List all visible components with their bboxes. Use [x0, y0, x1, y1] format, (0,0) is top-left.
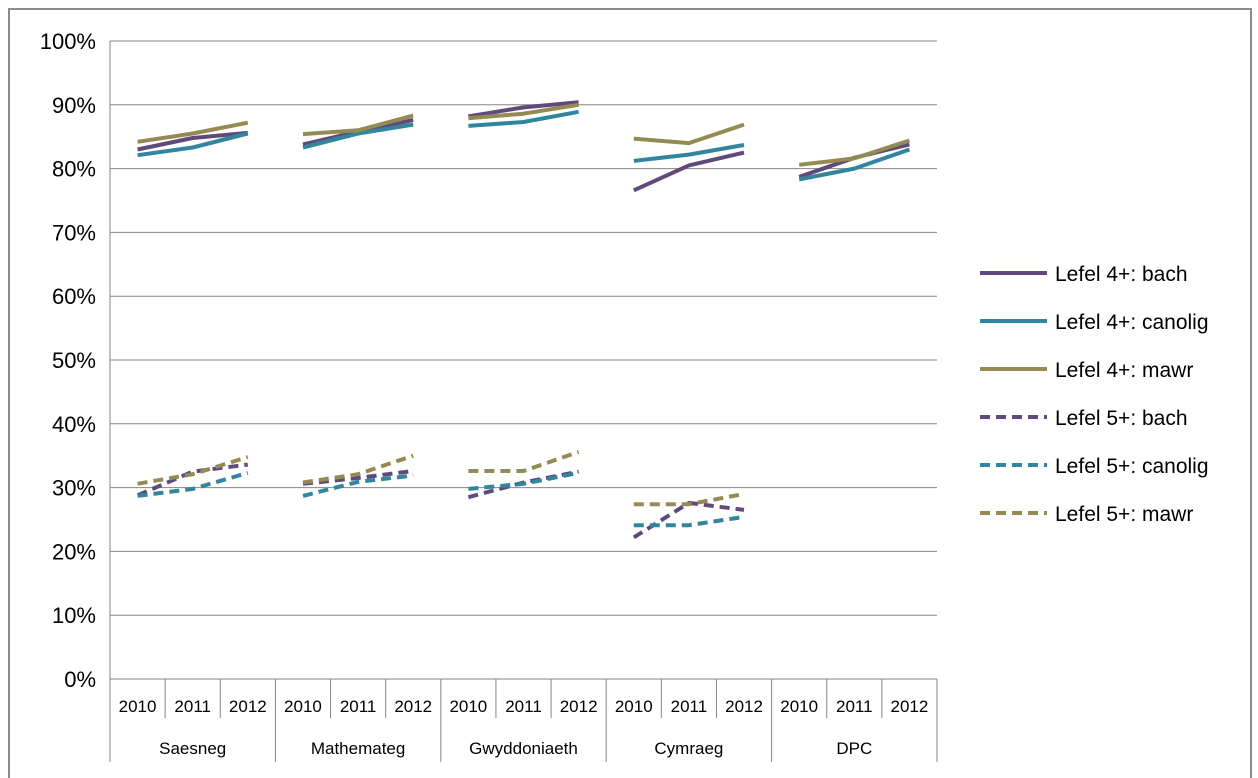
y-tick-label: 70%: [52, 220, 96, 245]
y-tick-label: 80%: [52, 157, 96, 182]
series-line-6: [137, 455, 249, 486]
series-line-2: [798, 147, 911, 182]
series-line-4: [302, 469, 414, 486]
y-tick-label: 60%: [52, 284, 96, 309]
x-tick-label: 2010: [615, 697, 653, 716]
x-group-label: Gwyddoniaeth: [469, 739, 578, 758]
x-tick-label: 2012: [229, 697, 267, 716]
series-line-5: [302, 473, 414, 498]
x-group-label: Cymraeg: [654, 739, 723, 758]
legend-label: Lefel 5+: canolig: [1055, 455, 1209, 478]
y-tick-label: 100%: [40, 29, 96, 54]
x-tick-label: 2010: [780, 697, 818, 716]
series-line-3: [137, 120, 249, 144]
series-line-2: [302, 122, 414, 150]
y-tick-label: 50%: [52, 348, 96, 373]
x-tick-label: 2010: [284, 697, 322, 716]
series-line-2: [468, 109, 579, 128]
x-tick-label: 2012: [394, 697, 432, 716]
series-line-6: [302, 453, 414, 485]
legend-label: Lefel 4+: mawr: [1055, 359, 1193, 382]
series-line-1: [137, 130, 248, 152]
x-tick-label: 2012: [725, 697, 763, 716]
series-line-6: [468, 450, 580, 473]
y-tick-label: 10%: [52, 603, 96, 628]
x-group-label: DPC: [836, 739, 872, 758]
series-line-5: [633, 514, 745, 528]
x-tick-label: 2011: [340, 697, 377, 716]
series-line-4: [632, 500, 745, 540]
y-tick-label: 90%: [52, 93, 96, 118]
x-tick-label: 2010: [449, 697, 487, 716]
series-line-2: [633, 143, 745, 163]
x-tick-label: 2011: [671, 697, 708, 716]
series-line-1: [632, 150, 745, 193]
series-line-1: [798, 142, 910, 179]
series-line-5: [468, 470, 579, 491]
series-line-3: [468, 102, 579, 121]
series-line-2: [137, 131, 249, 158]
series-line-3: [302, 113, 414, 137]
legend-label: Lefel 4+: bach: [1055, 263, 1188, 286]
x-group-label: Saesneg: [159, 739, 226, 758]
y-tick-label: 30%: [52, 476, 96, 501]
x-tick-label: 2011: [836, 697, 873, 716]
series-line-4: [136, 462, 249, 498]
x-tick-label: 2012: [560, 697, 598, 716]
x-group-label: Mathemateg: [311, 739, 406, 758]
series-line-6: [633, 492, 745, 507]
y-tick-label: 0%: [64, 667, 96, 692]
legend-label: Lefel 5+: mawr: [1055, 503, 1193, 526]
x-tick-label: 2010: [119, 697, 157, 716]
series-line-3: [798, 138, 911, 167]
x-tick-label: 2011: [505, 697, 542, 716]
series-line-3: [633, 122, 745, 146]
series-line-1: [468, 100, 579, 119]
y-tick-label: 20%: [52, 539, 96, 564]
legend-label: Lefel 4+: canolig: [1055, 311, 1209, 334]
x-tick-label: 2012: [891, 697, 929, 716]
legend-label: Lefel 5+: bach: [1055, 407, 1188, 430]
y-tick-label: 40%: [52, 412, 96, 437]
x-tick-label: 2011: [174, 697, 211, 716]
series-line-5: [137, 470, 249, 498]
